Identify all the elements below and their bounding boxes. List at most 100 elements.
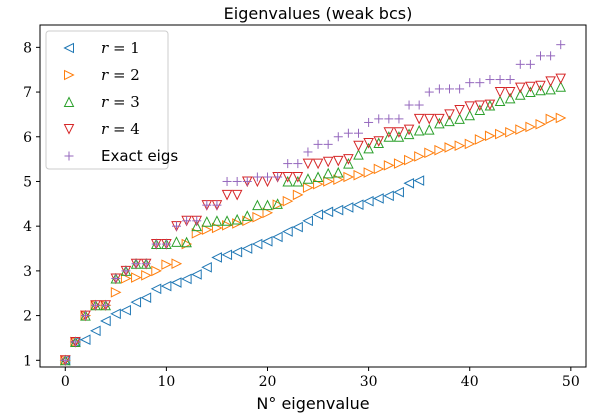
data-point — [393, 186, 404, 198]
data-point — [252, 211, 264, 223]
series-0 — [59, 175, 425, 366]
data-point — [79, 334, 91, 346]
data-point — [120, 304, 131, 316]
data-point — [343, 128, 353, 138]
data-point — [374, 114, 384, 124]
data-point — [525, 59, 535, 69]
data-point — [343, 154, 354, 165]
data-point — [384, 114, 394, 124]
x-tick-label: 20 — [259, 374, 277, 390]
x-tick-label: 40 — [461, 374, 479, 390]
data-point — [201, 261, 212, 273]
data-point — [242, 176, 252, 186]
data-point — [434, 144, 446, 156]
data-point — [282, 195, 294, 207]
data-point — [121, 266, 131, 276]
y-tick-label: 2 — [23, 309, 32, 325]
data-point — [241, 210, 253, 221]
data-point — [545, 113, 557, 125]
data-point — [81, 311, 90, 321]
plot-area-frame — [39, 24, 587, 368]
data-point — [110, 287, 122, 298]
data-point — [231, 213, 243, 225]
data-point — [464, 101, 476, 112]
data-point — [110, 308, 121, 320]
data-point — [383, 131, 395, 142]
data-point — [130, 296, 142, 308]
data-point — [131, 272, 142, 283]
data-point — [313, 139, 323, 149]
y-axis-ticks: 1 2 3 4 5 6 7 8 — [23, 40, 40, 369]
data-point — [414, 151, 425, 162]
y-tick-label: 1 — [23, 353, 32, 369]
data-point — [221, 189, 233, 201]
data-point — [444, 109, 455, 121]
data-point — [514, 89, 526, 100]
data-point — [352, 199, 364, 211]
data-point — [424, 87, 434, 97]
data-point — [373, 137, 385, 149]
data-point — [273, 172, 283, 182]
data-point — [394, 114, 404, 124]
data-point — [353, 149, 364, 160]
data-point — [403, 177, 415, 189]
data-point — [515, 59, 525, 69]
x-axis-ticks: 0 10 20 30 40 50 — [61, 367, 580, 390]
data-point — [322, 167, 334, 179]
data-point — [302, 173, 314, 184]
data-point — [535, 84, 546, 96]
data-point — [445, 84, 454, 94]
data-point — [211, 252, 222, 263]
data-point — [192, 216, 202, 226]
data-point — [232, 176, 242, 186]
data-point — [282, 226, 293, 237]
data-point — [494, 95, 506, 106]
data-point — [413, 113, 425, 125]
data-point — [100, 315, 111, 327]
data-point — [292, 175, 304, 187]
data-point — [353, 140, 364, 152]
data-point — [393, 158, 405, 169]
data-point — [322, 206, 334, 218]
data-point — [211, 215, 223, 226]
data-point — [262, 207, 274, 219]
data-point — [141, 259, 151, 269]
x-axis-label: N° eigenvalue — [256, 394, 369, 413]
y-tick-label: 5 — [23, 174, 32, 190]
data-point — [252, 172, 262, 182]
data-point — [474, 104, 486, 115]
data-point — [151, 265, 162, 277]
y-tick-label: 3 — [23, 264, 32, 280]
x-tick-label: 50 — [562, 374, 580, 390]
data-point — [525, 86, 536, 98]
data-point — [231, 189, 243, 201]
x-tick-label: 0 — [61, 374, 70, 390]
legend-label: r = 2 — [101, 66, 140, 84]
data-point — [363, 167, 375, 178]
data-point — [283, 159, 293, 169]
data-point — [485, 75, 495, 85]
y-tick-label: 8 — [23, 40, 32, 56]
data-point — [363, 138, 374, 149]
legend-frame — [45, 30, 169, 170]
data-point — [332, 155, 344, 167]
data-point — [151, 239, 161, 249]
data-point — [191, 269, 202, 280]
legend-marker — [64, 69, 75, 81]
data-point — [545, 76, 556, 87]
data-point — [161, 259, 173, 270]
data-point — [111, 273, 121, 283]
data-point — [413, 175, 425, 186]
data-point — [201, 216, 213, 227]
data-point — [140, 292, 152, 304]
data-point — [535, 80, 546, 92]
data-point — [495, 75, 505, 85]
data-point — [403, 128, 415, 140]
data-point — [342, 202, 354, 213]
data-point — [454, 113, 465, 124]
data-point — [302, 215, 313, 227]
data-point — [353, 169, 365, 181]
data-point — [89, 325, 101, 337]
data-point — [465, 78, 475, 88]
data-point — [383, 127, 395, 138]
